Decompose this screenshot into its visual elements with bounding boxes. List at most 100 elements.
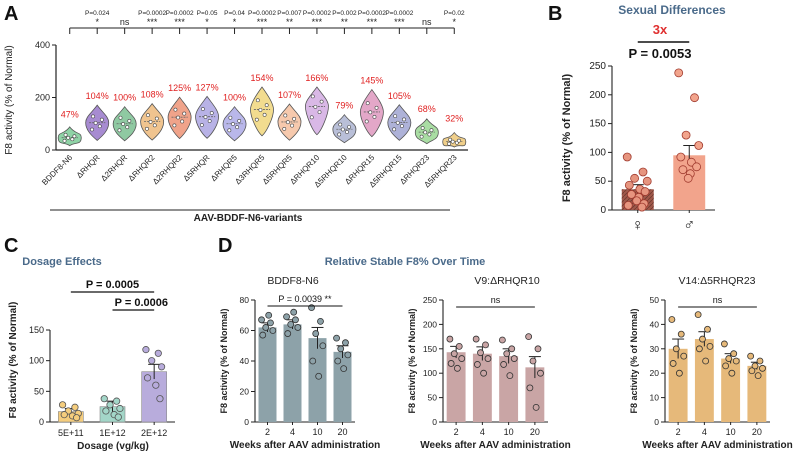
c-data-point — [100, 395, 108, 403]
panel-label-a: A — [4, 3, 18, 25]
d2-ylabel: F8 activity (% of Normal) — [407, 308, 417, 413]
d3-data-point — [732, 357, 740, 365]
panel-label-b: B — [548, 3, 562, 25]
a-significance-mark: * — [233, 17, 237, 27]
panel-b-plot: 0 50 100 150 200 250 ♀ ♂ — [589, 41, 715, 234]
a-data-point — [152, 123, 157, 128]
b-data-point — [642, 176, 652, 186]
d1-category-label: 2 — [265, 427, 270, 437]
a-data-point — [203, 115, 208, 119]
panel-c-plot: 0 50 100 150 5E+11 1E+12 2E+12 P = 0.0005 P = 0.… — [29, 279, 175, 438]
d3-data-point — [730, 350, 738, 358]
d2-data-point — [458, 355, 466, 362]
a-data-point — [176, 115, 180, 120]
b-data-point — [694, 141, 704, 150]
c-comparison-label: P = 0.0006 — [115, 297, 168, 309]
a-mean-label: 154% — [250, 73, 273, 83]
a-category-label: BDDF8-N6 — [40, 153, 74, 187]
c-data-point — [71, 403, 79, 411]
panel-a-ylabel: F8 activity (% of Normal) — [4, 45, 15, 154]
d2-data-point — [484, 355, 492, 362]
d1-data-point — [290, 308, 298, 316]
d3-data-point — [748, 367, 756, 375]
d2-bar — [499, 356, 519, 422]
a-data-point — [182, 111, 187, 116]
panel-c: Dosage Effects F8 activity (% of Normal)… — [8, 256, 175, 452]
a-data-point — [393, 114, 398, 118]
d1-data-point — [334, 357, 342, 365]
d2-data-point — [537, 369, 544, 377]
d1-ytick-label: 40 — [240, 356, 250, 366]
a-data-point — [374, 105, 379, 110]
a-data-point — [395, 120, 400, 125]
d3-ytick-label: 20 — [650, 368, 660, 378]
d2-data-point — [508, 345, 516, 353]
a-data-point — [118, 115, 123, 120]
a-data-point — [338, 122, 343, 127]
c-ytick-label: 150 — [29, 325, 44, 335]
a-significance-mark: *** — [174, 17, 185, 27]
a-data-point — [448, 137, 453, 142]
d2-data-point — [472, 335, 480, 343]
b-data-point — [681, 130, 691, 140]
d1-data-point — [259, 331, 267, 339]
a-data-point — [364, 119, 369, 124]
a-mean-label: 127% — [196, 82, 219, 92]
d1-category-label: 4 — [290, 427, 295, 437]
panel-label-d: D — [218, 235, 232, 257]
d3-ytick-label: 0 — [654, 417, 659, 427]
panel-d-title: Relative Stable F8% Over Time — [325, 256, 486, 268]
c-data-point — [152, 381, 160, 389]
b-data-point — [623, 200, 633, 210]
a-pvalue-label: P=0.05 — [197, 10, 218, 17]
c-data-point — [106, 401, 114, 409]
b-data-point — [622, 152, 632, 162]
a-significance-mark: * — [205, 17, 209, 27]
a-pvalue-label: P=0.0002 — [303, 10, 331, 17]
d2-data-point — [532, 403, 540, 411]
a-data-point — [97, 124, 102, 129]
c-data-point — [60, 411, 68, 419]
d3-category-label: 10 — [726, 427, 736, 437]
a-mean-label: 105% — [388, 91, 411, 101]
b-ytick-label: 0 — [600, 205, 606, 216]
a-data-point — [63, 132, 68, 137]
panel-a: F8 activity (% of Normal) AAV-BDDF-N6-va… — [4, 10, 468, 224]
d2-data-point — [526, 384, 534, 392]
a-data-point — [93, 121, 98, 125]
d1-data-point — [265, 311, 273, 319]
d3-data-point — [720, 340, 728, 348]
d3-subtitle: V14:Δ5RHQR23 — [678, 275, 755, 287]
d2-data-point — [450, 350, 458, 358]
a-data-point — [99, 117, 104, 122]
b-ytick-label: 50 — [595, 176, 607, 187]
panel-a-xlabel: AAV-BDDF-N6-variants — [194, 213, 303, 224]
a-mean-label: 32% — [445, 114, 463, 124]
d2-data-point — [534, 345, 542, 353]
panel-c-title: Dosage Effects — [22, 256, 101, 268]
c-data-point — [157, 363, 166, 371]
a-data-point — [262, 112, 267, 117]
d1-xlabel: Weeks after AAV administration — [230, 440, 380, 451]
d2-ytick-label: 200 — [423, 319, 437, 329]
a-significance-mark: ** — [286, 17, 294, 27]
b-data-point — [676, 152, 686, 162]
c-data-point — [142, 346, 150, 354]
a-data-point — [173, 107, 178, 112]
d2-ytick-label: 0 — [432, 417, 437, 427]
d3-data-point — [675, 369, 683, 377]
d2-data-point — [503, 350, 511, 358]
b-data-point — [690, 93, 699, 103]
a-data-point — [286, 120, 290, 125]
a-significance-mark: *** — [147, 17, 158, 27]
a-mean-label: 79% — [335, 101, 353, 111]
a-violin — [442, 131, 467, 148]
d2-ytick-label: 100 — [423, 368, 437, 378]
d1-data-point — [312, 330, 320, 337]
d3-bar — [747, 365, 767, 422]
d3-xlabel: Weeks after AAV administration — [642, 440, 792, 451]
d2-xlabel: Weeks after AAV administration — [420, 440, 570, 451]
d3-ylabel: F8 activity (% of Normal) — [629, 308, 639, 413]
d3-data-point — [680, 352, 688, 360]
